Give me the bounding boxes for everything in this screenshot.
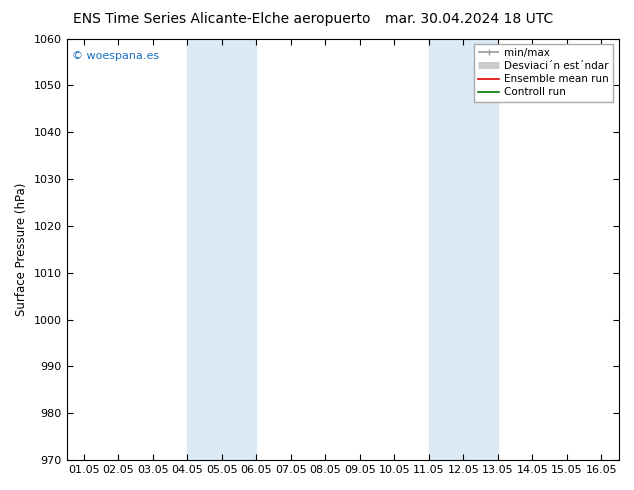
- Legend: min/max, Desviaci´n est´ndar, Ensemble mean run, Controll run: min/max, Desviaci´n est´ndar, Ensemble m…: [474, 44, 613, 101]
- Bar: [429, 39, 498, 460]
- Text: © woespana.es: © woespana.es: [72, 51, 159, 61]
- Text: mar. 30.04.2024 18 UTC: mar. 30.04.2024 18 UTC: [385, 12, 553, 26]
- Y-axis label: Surface Pressure (hPa): Surface Pressure (hPa): [15, 183, 28, 316]
- Text: ENS Time Series Alicante-Elche aeropuerto: ENS Time Series Alicante-Elche aeropuert…: [73, 12, 371, 26]
- Bar: [187, 39, 256, 460]
